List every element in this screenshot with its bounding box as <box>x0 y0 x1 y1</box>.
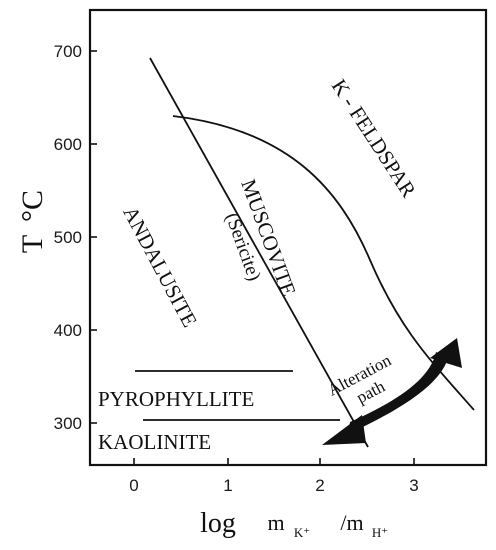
x-tick-marks <box>133 458 415 465</box>
pyrophyllite-label: PYROPHYLLITE <box>98 387 254 411</box>
x-axis-label-prefix: log <box>200 508 236 539</box>
y-tick-label-600: 600 <box>54 135 82 154</box>
x-tick-label-1: 1 <box>223 476 232 495</box>
k-feldspar-label: K - FELDSPAR <box>327 75 421 202</box>
andalusite-muscovite-boundary <box>149 57 369 448</box>
y-axis-label-unit: °C <box>16 190 49 222</box>
y-tick-label-300: 300 <box>54 414 82 433</box>
y-tick-label-700: 700 <box>54 42 82 61</box>
x-axis-label-m1: m <box>267 510 284 535</box>
x-tick-label-3: 3 <box>409 476 418 495</box>
x-axis-label-sub1: K⁺ <box>294 525 310 540</box>
arrow-tail-flare <box>430 338 462 368</box>
y-axis-label-main: T <box>16 235 49 253</box>
muscovite-field: MUSCOVITE (Sericite) <box>221 176 301 299</box>
x-axis-label-sub2: H⁺ <box>372 525 388 540</box>
y-tick-label-400: 400 <box>54 321 82 340</box>
alteration-arrow <box>322 338 462 445</box>
arrow-shaft <box>348 352 448 434</box>
andalusite-label: ANDALUSITE <box>118 202 202 331</box>
arrow-head <box>322 415 366 445</box>
kaolinite-label: KAOLINITE <box>98 430 211 454</box>
x-tick-label-0: 0 <box>129 476 138 495</box>
y-tick-label-500: 500 <box>54 228 82 247</box>
x-axis-label-slash: /m <box>340 510 363 535</box>
andalusite-field: ANDALUSITE <box>118 202 202 331</box>
x-axis-title: log m K⁺ /m H⁺ <box>200 508 388 540</box>
y-axis-title: T °C <box>16 190 49 253</box>
x-tick-label-2: 2 <box>315 476 324 495</box>
y-tick-marks <box>90 50 97 424</box>
k-feldspar-field: K - FELDSPAR <box>327 75 421 202</box>
